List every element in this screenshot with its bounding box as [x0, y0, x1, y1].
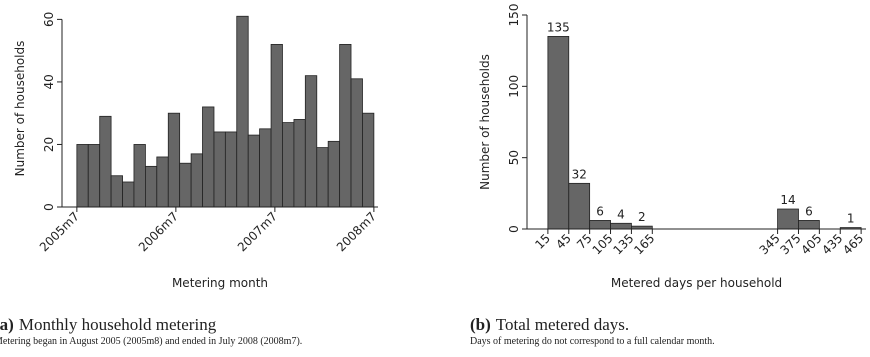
value-label: 14: [780, 193, 795, 207]
bar: [156, 156, 169, 208]
x-tick-label: 45: [553, 231, 574, 252]
bar: [133, 144, 146, 208]
caption: Total metered days.: [496, 315, 629, 334]
y-axis-label: Number of households: [478, 54, 492, 190]
y-tick-label: 150: [507, 4, 521, 27]
bar: [282, 122, 295, 208]
bar: [99, 115, 112, 208]
x-tick-label: 105: [590, 231, 616, 257]
x-tick-label: 165: [631, 231, 657, 257]
bar: [777, 208, 799, 230]
x-axis-label: Metered days per household: [611, 276, 782, 290]
bar: [610, 222, 632, 230]
y-tick-label: 50: [507, 150, 521, 165]
bar: [247, 134, 261, 208]
bar: [122, 181, 135, 208]
bar: [293, 119, 306, 208]
x-tick-label: 2007m7: [235, 209, 280, 254]
bar: [145, 165, 158, 208]
bar: [362, 112, 375, 208]
bar: [259, 128, 272, 208]
value-label: 1: [847, 212, 855, 226]
bar: [179, 162, 192, 208]
bar: [316, 147, 329, 208]
caption-label: (a): [0, 315, 14, 334]
bar: [213, 131, 226, 208]
x-tick-label: 345: [757, 231, 783, 257]
bar: [236, 15, 249, 208]
y-tick-label: 0: [42, 203, 56, 211]
value-label: 135: [547, 20, 570, 34]
bar: [167, 112, 181, 208]
y-tick-label: 0: [507, 225, 521, 233]
bar: [304, 75, 318, 208]
y-tick-label: 100: [507, 75, 521, 98]
value-label: 4: [617, 207, 625, 221]
x-tick-label: 2006m7: [136, 209, 181, 254]
bar: [76, 144, 89, 208]
value-label: 2: [638, 210, 646, 224]
bar: [190, 153, 203, 208]
x-tick-label: 135: [610, 231, 636, 257]
y-tick-label: 20: [42, 137, 56, 152]
x-tick-label: 375: [778, 231, 804, 257]
bar: [224, 131, 238, 208]
value-label: 6: [596, 204, 604, 218]
x-tick-label: 465: [840, 231, 866, 257]
x-axis-label: Metering month: [172, 276, 268, 290]
bar: [589, 220, 611, 230]
caption-label: (b): [470, 315, 491, 334]
bar: [327, 140, 341, 208]
x-tick-label: 2005m7: [37, 209, 82, 254]
x-tick-label: 405: [798, 231, 824, 257]
bar: [87, 144, 101, 208]
bar: [350, 78, 363, 208]
value-label: 6: [805, 204, 813, 218]
caption-note: Metering began in August 2005 (2005m8) a…: [0, 336, 302, 347]
y-tick-label: 60: [42, 12, 56, 27]
caption: Monthly household metering: [19, 315, 217, 334]
bar: [110, 175, 123, 208]
bar: [339, 43, 352, 208]
y-tick-label: 40: [42, 74, 56, 89]
y-axis-label: Number of households: [13, 41, 27, 177]
value-label: 32: [572, 167, 587, 181]
x-tick-label: 2008m7: [334, 209, 379, 254]
bar: [798, 220, 820, 230]
bar: [568, 182, 591, 230]
x-tick-label: 435: [819, 231, 845, 257]
bar: [202, 106, 215, 208]
x-tick-label: 15: [532, 231, 553, 252]
bar: [547, 36, 570, 230]
bar: [270, 43, 283, 208]
caption-note: Days of metering do not correspond to a …: [470, 336, 715, 347]
